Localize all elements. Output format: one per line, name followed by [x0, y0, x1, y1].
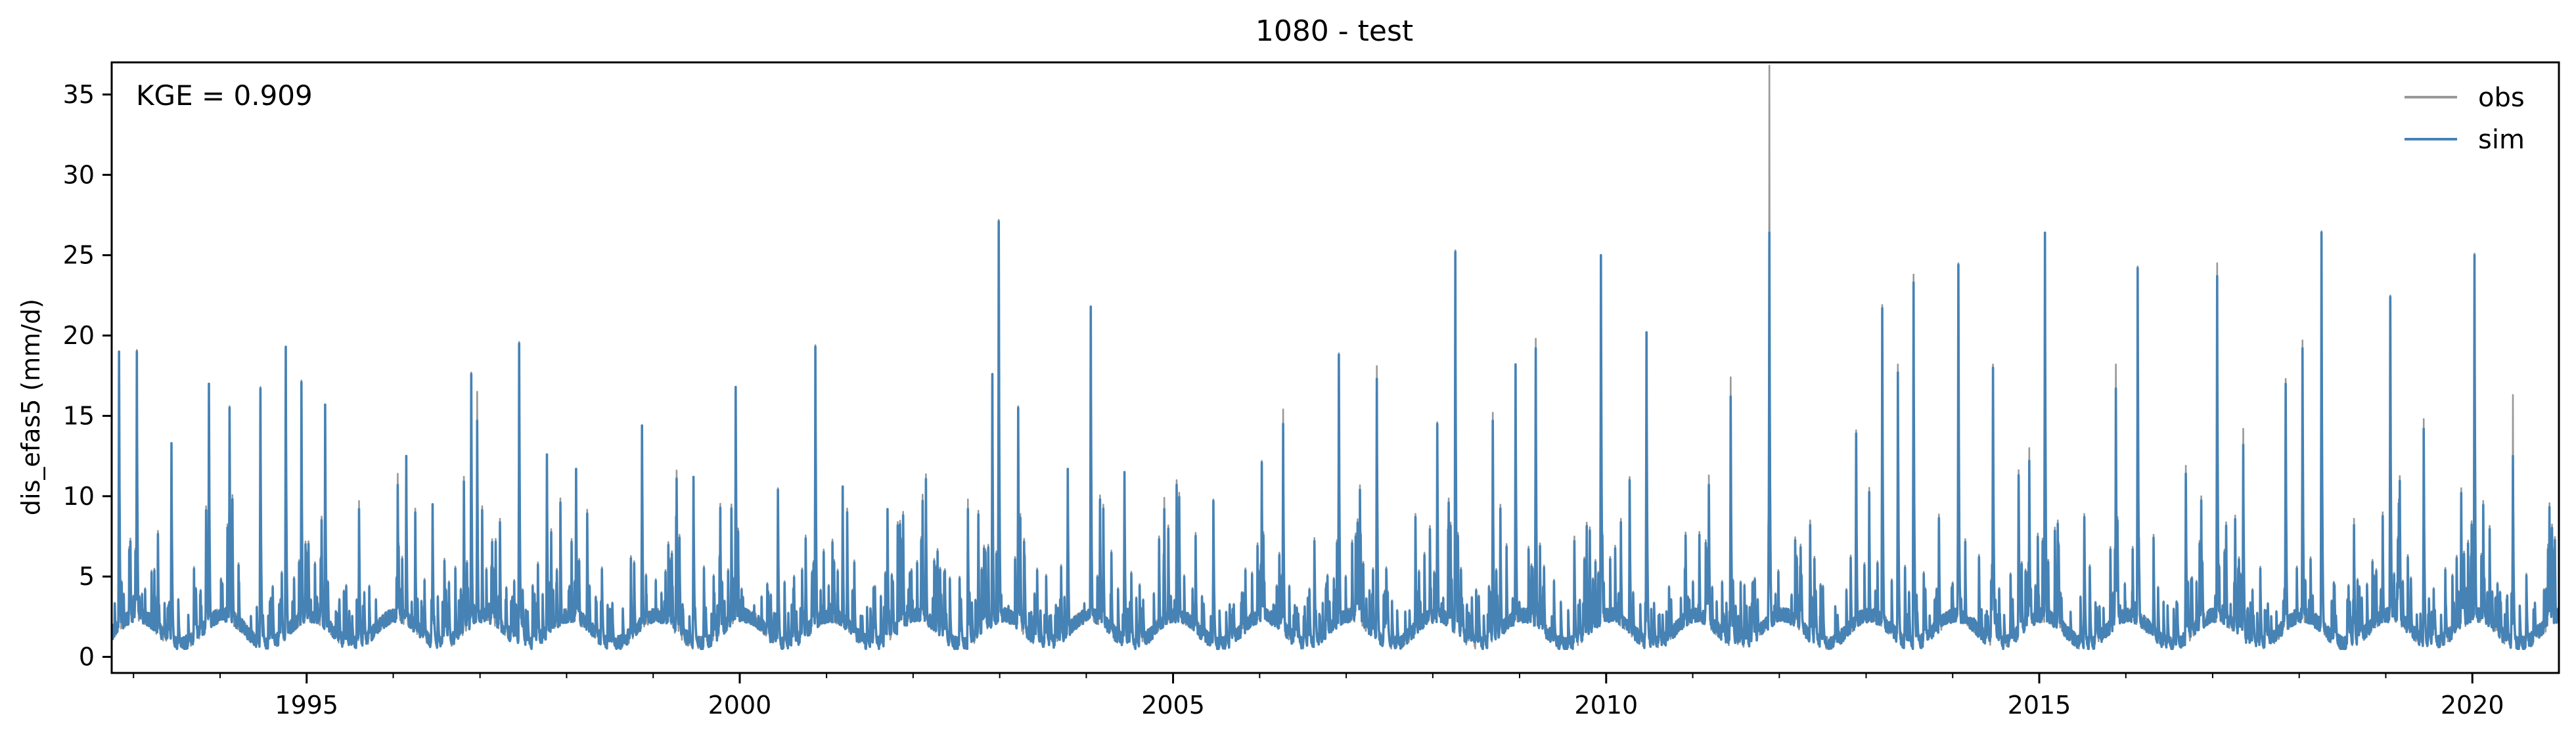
legend-sim-label: sim — [2478, 125, 2525, 155]
x-tick-label: 2015 — [2008, 691, 2071, 720]
x-tick-label: 2000 — [708, 691, 772, 720]
legend: obs sim — [2405, 83, 2525, 155]
series-line-sim — [112, 220, 2559, 651]
x-tick-label: 2020 — [2441, 691, 2504, 720]
x-tick-label: 1995 — [275, 691, 338, 720]
kge-annotation: KGE = 0.909 — [136, 79, 313, 112]
chart-title: 1080 - test — [1255, 14, 1413, 48]
legend-obs-label: obs — [2478, 83, 2525, 113]
y-tick-label: 20 — [63, 321, 95, 350]
y-axis-label: dis_efas5 (mm/d) — [16, 299, 45, 515]
x-tick-label: 2005 — [1141, 691, 1205, 720]
x-axis: 1995 2000 2005 2010 2015 2020 — [133, 673, 2504, 720]
plot-frame — [110, 61, 2560, 674]
y-tick-label: 15 — [63, 401, 95, 430]
y-tick-label: 35 — [63, 80, 95, 109]
y-tick-label: 5 — [79, 562, 95, 591]
y-axis: 0 5 10 15 20 25 30 35 — [63, 80, 112, 672]
y-tick-label: 30 — [63, 160, 95, 189]
y-tick-label: 0 — [79, 643, 95, 672]
plot-area — [112, 64, 2559, 651]
y-tick-label: 25 — [63, 241, 95, 270]
x-tick-label: 2010 — [1574, 691, 1638, 720]
series-layer — [112, 64, 2559, 651]
y-tick-label: 10 — [63, 482, 95, 511]
